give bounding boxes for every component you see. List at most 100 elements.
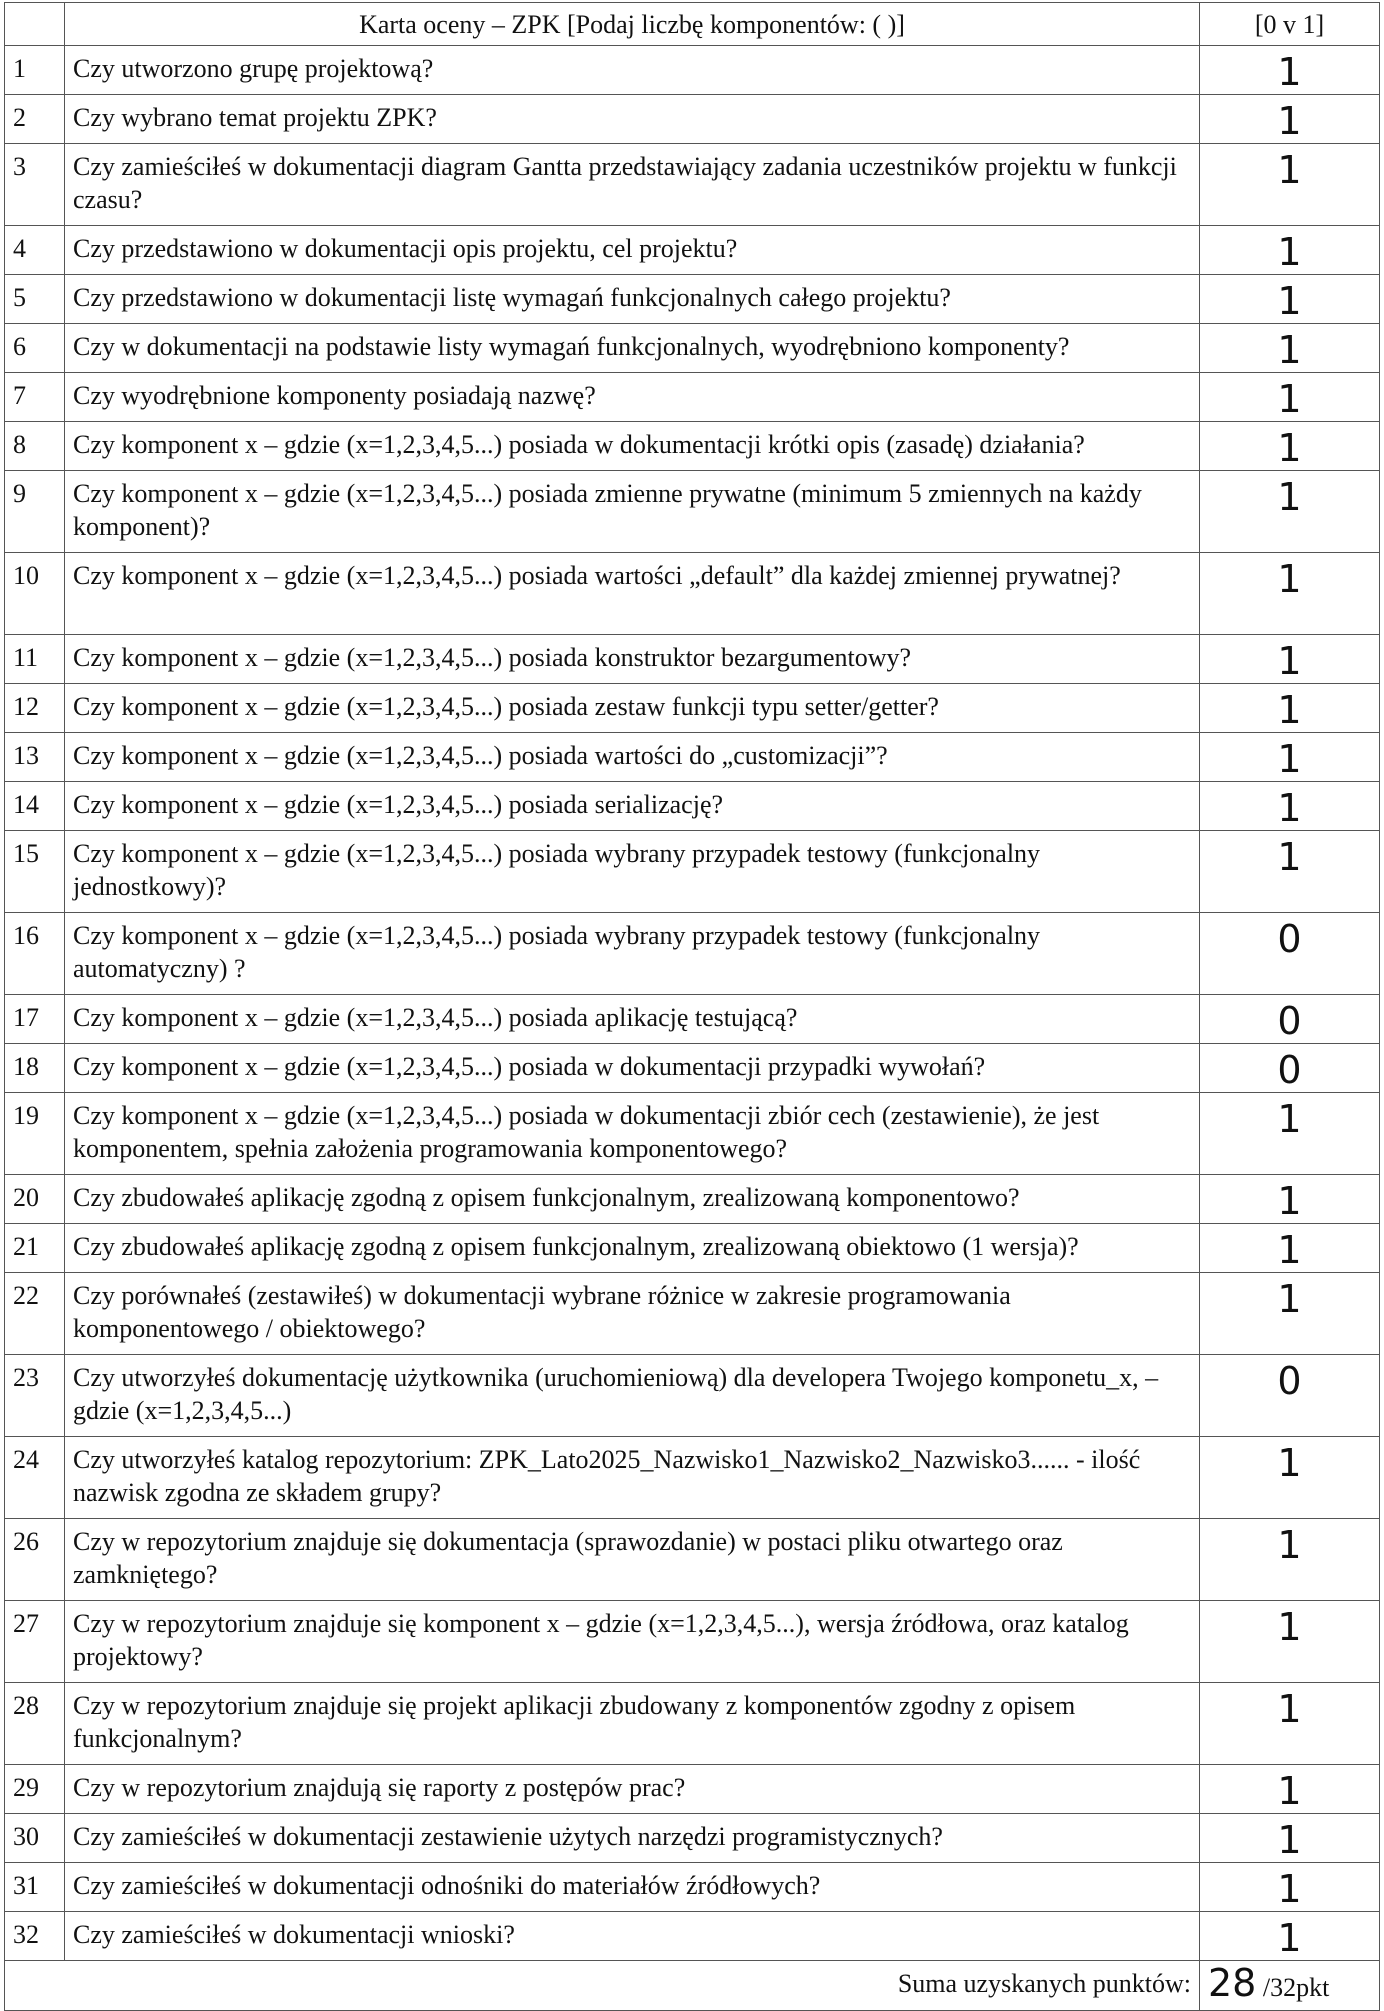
table-row: 20 Czy zbudowałeś aplikację zgodną z opis… [4,1174,1380,1224]
score-value: 1 [1277,1179,1302,1223]
table-row: 29 Czy w repozytorium znajdują się raport… [4,1764,1380,1814]
score-cell: 1 [1199,143,1380,226]
score-value: 1 [1277,148,1302,192]
table-row: 3 Czy zamieściłeś w dokumentacji diagram … [4,143,1380,226]
score-value: 1 [1277,1605,1302,1649]
score-cell: 1 [1199,470,1380,553]
score-value: 1 [1277,1441,1302,1485]
question-text: Czy komponent x – gdzie (x=1,2,3,4,5...)… [64,830,1200,913]
score-cell: 1 [1199,634,1380,684]
question-number: 7 [4,372,65,422]
score-value: 1 [1277,1097,1302,1141]
score-value: 1 [1277,99,1302,143]
question-text: Czy w dokumentacji na podstawie listy wy… [64,323,1200,373]
table-row: 22 Czy porównałeś (zestawiłeś) w dokument… [4,1272,1380,1355]
question-text: Czy zbudowałeś aplikację zgodną z opisem… [64,1223,1200,1273]
score-value: 1 [1277,786,1302,830]
question-text: Czy utworzyłeś dokumentację użytkownika … [64,1354,1200,1437]
question-text: Czy utworzyłeś katalog repozytorium: ZPK… [64,1436,1200,1519]
table-row: 26 Czy w repozytorium znajduje się dokume… [4,1518,1380,1601]
score-cell: 1 [1199,323,1380,373]
question-number: 6 [4,323,65,373]
score-cell: 0 [1199,912,1380,995]
table-row: 8 Czy komponent x – gdzie (x=1,2,3,4,5...… [4,421,1380,471]
table-row: 18 Czy komponent x – gdzie (x=1,2,3,4,5..… [4,1043,1380,1093]
question-number: 29 [4,1764,65,1814]
question-number: 10 [4,552,65,635]
table-row: 21 Czy zbudowałeś aplikację zgodną z opis… [4,1223,1380,1273]
score-cell: 1 [1199,1092,1380,1175]
question-text: Czy komponent x – gdzie (x=1,2,3,4,5...)… [64,1092,1200,1175]
question-text: Czy porównałeś (zestawiłeś) w dokumentac… [64,1272,1200,1355]
question-number: 3 [4,143,65,226]
question-number: 28 [4,1682,65,1765]
question-text: Czy zamieściłeś w dokumentacji diagram G… [64,143,1200,226]
score-cell: 1 [1199,732,1380,782]
score-cell: 0 [1199,994,1380,1044]
score-value: 0 [1277,917,1302,961]
score-value: 1 [1277,377,1302,421]
score-cell: 1 [1199,1223,1380,1273]
question-text: Czy w repozytorium znajduje się projekt … [64,1682,1200,1765]
table-row: 11 Czy komponent x – gdzie (x=1,2,3,4,5..… [4,634,1380,684]
question-number: 5 [4,274,65,324]
question-number: 20 [4,1174,65,1224]
question-text: Czy przedstawiono w dokumentacji opis pr… [64,225,1200,275]
score-value: 1 [1277,279,1302,323]
question-text: Czy komponent x – gdzie (x=1,2,3,4,5...)… [64,732,1200,782]
score-value: 1 [1277,737,1302,781]
score-cell: 1 [1199,94,1380,144]
score-cell: 1 [1199,421,1380,471]
table-row: 6 Czy w dokumentacji na podstawie listy w… [4,323,1380,373]
total-score: 28 [1208,1961,1257,2005]
score-cell: 1 [1199,225,1380,275]
table-row: 28 Czy w repozytorium znajduje się projek… [4,1682,1380,1765]
question-text: Czy komponent x – gdzie (x=1,2,3,4,5...)… [64,1043,1200,1093]
table-row: 2 Czy wybrano temat projektu ZPK? 1 [4,94,1380,144]
score-value: 1 [1277,328,1302,372]
score-value: 1 [1277,1687,1302,1731]
score-cell: 1 [1199,683,1380,733]
header-num-cell [4,2,65,46]
question-number: 2 [4,94,65,144]
question-text: Czy zamieściłeś w dokumentacji zestawien… [64,1813,1200,1863]
table-row: 15 Czy komponent x – gdzie (x=1,2,3,4,5..… [4,830,1380,913]
question-number: 11 [4,634,65,684]
score-cell: 1 [1199,1436,1380,1519]
score-cell: 1 [1199,1600,1380,1683]
score-value: 1 [1277,1916,1302,1960]
question-text: Czy komponent x – gdzie (x=1,2,3,4,5...)… [64,634,1200,684]
question-number: 32 [4,1911,65,1961]
table-row: 5 Czy przedstawiono w dokumentacji listę … [4,274,1380,324]
table-row: 1 Czy utworzono grupę projektową? 1 [4,45,1380,95]
score-value: 1 [1277,1818,1302,1862]
score-value: 1 [1277,688,1302,732]
summary-row: Suma uzyskanych punktów: 28 /32pkt [4,1960,1380,2011]
score-value: 1 [1277,50,1302,94]
evaluation-card-table: Karta oceny – ZPK [Podaj liczbę komponen… [4,2,1380,2011]
question-number: 4 [4,225,65,275]
summary-label: Suma uzyskanych punktów: [4,1960,1200,2011]
header-row: Karta oceny – ZPK [Podaj liczbę komponen… [4,2,1380,46]
question-number: 21 [4,1223,65,1273]
question-text: Czy w repozytorium znajdują się raporty … [64,1764,1200,1814]
question-text: Czy wybrano temat projektu ZPK? [64,94,1200,144]
question-number: 8 [4,421,65,471]
score-value: 1 [1277,1769,1302,1813]
score-cell: 0 [1199,1043,1380,1093]
score-cell: 1 [1199,372,1380,422]
score-value: 1 [1277,835,1302,879]
question-number: 26 [4,1518,65,1601]
score-cell: 1 [1199,1174,1380,1224]
question-text: Czy komponent x – gdzie (x=1,2,3,4,5...)… [64,421,1200,471]
question-text: Czy w repozytorium znajduje się dokument… [64,1518,1200,1601]
score-cell: 1 [1199,1682,1380,1765]
table-row: 13 Czy komponent x – gdzie (x=1,2,3,4,5..… [4,732,1380,782]
table-row: 4 Czy przedstawiono w dokumentacji opis p… [4,225,1380,275]
score-value: 1 [1277,1523,1302,1567]
question-text: Czy zamieściłeś w dokumentacji odnośniki… [64,1862,1200,1912]
question-text: Czy komponent x – gdzie (x=1,2,3,4,5...)… [64,470,1200,553]
max-score: /32pkt [1262,1973,1330,2002]
score-cell: 1 [1199,1911,1380,1961]
score-value: 1 [1277,426,1302,470]
